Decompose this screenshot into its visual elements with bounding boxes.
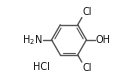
Text: H$_2$N: H$_2$N <box>22 33 43 47</box>
Text: HCl: HCl <box>33 62 50 72</box>
Text: Cl: Cl <box>82 62 92 73</box>
Text: OH: OH <box>95 35 111 45</box>
Text: Cl: Cl <box>82 7 92 17</box>
